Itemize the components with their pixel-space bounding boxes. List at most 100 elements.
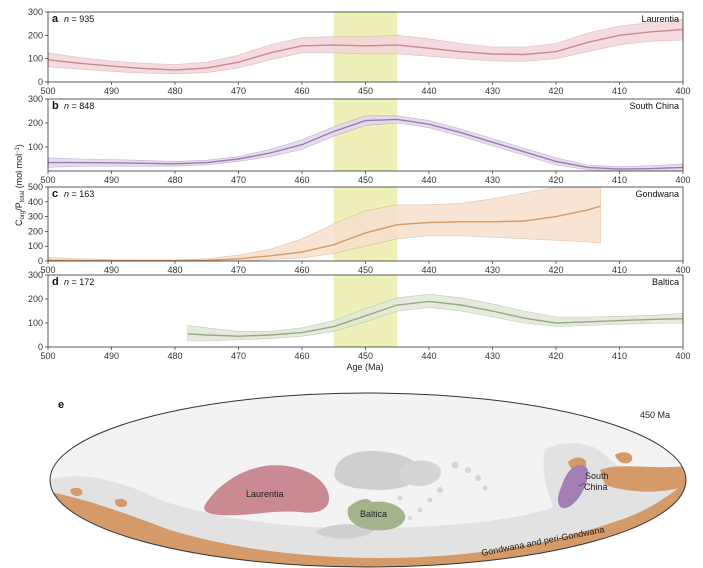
x-tick-label: 460 xyxy=(294,351,309,361)
x-tick-label: 430 xyxy=(485,86,500,96)
y-tick-label: 100 xyxy=(28,241,43,251)
panel-d: 500 490 480 470 460 450 440 430 420 410 400 0 100 200… xyxy=(28,270,691,361)
y-tick-label: 100 xyxy=(28,318,43,328)
grey-landmass-south xyxy=(315,524,375,539)
x-tick-label: 480 xyxy=(167,265,182,275)
y-tick-label: 300 xyxy=(28,7,43,17)
x-tick-label: 470 xyxy=(231,175,246,185)
x-tick-label: 490 xyxy=(104,351,119,361)
panel-a: 500 490 480 470 460 450 440 430 420 410 400 0 100 200… xyxy=(28,7,691,96)
sample-count-symbol: n xyxy=(64,14,69,24)
median-line-b xyxy=(48,118,684,170)
x-tick-label: 440 xyxy=(421,86,436,96)
panel-b: 500 490 480 470 460 450 440 430 420 410 400 100 200 3… xyxy=(28,94,691,185)
x-tick-label: 420 xyxy=(548,86,563,96)
y-tick-label: 500 xyxy=(28,182,43,192)
sample-count-value: = 172 xyxy=(69,277,94,287)
y-tick-label: 0 xyxy=(38,77,43,87)
map-label-south-china-2: China xyxy=(584,482,608,492)
region-label-d: Baltica xyxy=(652,277,679,287)
x-tick-label: 410 xyxy=(612,86,627,96)
confidence-band-d xyxy=(187,293,684,342)
sample-count-b: n = 848 xyxy=(64,101,94,111)
y-tick-label: 300 xyxy=(28,212,43,222)
sample-count-symbol: n xyxy=(64,277,69,287)
map-label-south-china-1: South xyxy=(585,471,609,481)
panel-c: 500 490 480 470 460 450 440 430 420 410 400 0 100 200… xyxy=(28,182,691,275)
map-label-baltica: Baltica xyxy=(360,509,387,519)
x-tick-label: 450 xyxy=(358,351,373,361)
x-tick-label: 460 xyxy=(294,265,309,275)
y-tick-label: 100 xyxy=(28,54,43,64)
x-tick-label: 480 xyxy=(167,351,182,361)
x-tick-label: 400 xyxy=(675,86,690,96)
gondwana-island-4 xyxy=(114,498,128,508)
globe-outline xyxy=(49,392,687,568)
median-line-a xyxy=(47,28,684,71)
x-tick-label: 410 xyxy=(612,351,627,361)
charts-area: 500 490 480 470 460 450 440 430 420 410 400 0 100 200… xyxy=(28,7,691,361)
panel-label-e: e xyxy=(58,399,64,411)
y-tick-label: 200 xyxy=(28,118,43,128)
sample-count-value: = 848 xyxy=(69,101,94,111)
south-china-leader-line xyxy=(577,482,586,487)
gondwana-northeast-lobe xyxy=(600,466,686,492)
sample-count-a: n = 935 xyxy=(64,14,94,24)
y-tick-label: 0 xyxy=(38,256,43,266)
panel-label-b: b xyxy=(52,100,59,112)
x-tick-label: 450 xyxy=(358,175,373,185)
paleogeographic-map: e 450 Ma xyxy=(49,392,687,568)
x-tick-label: 400 xyxy=(675,175,690,185)
sample-count-symbol: n xyxy=(64,101,69,111)
x-tick-label: 420 xyxy=(548,265,563,275)
baltica-landmass xyxy=(347,499,406,531)
x-tick-label: 500 xyxy=(40,86,55,96)
map-age-label: 450 Ma xyxy=(640,410,670,420)
x-tick-label: 470 xyxy=(231,86,246,96)
x-tick-label: 430 xyxy=(485,265,500,275)
x-tick-label: 440 xyxy=(421,265,436,275)
y-tick-label: 300 xyxy=(28,94,43,104)
x-tick-label: 490 xyxy=(104,265,119,275)
x-tick-label: 400 xyxy=(675,265,690,275)
sample-count-value: = 163 xyxy=(69,189,94,199)
gondwana-island-3 xyxy=(70,487,83,497)
x-tick-label: 460 xyxy=(294,175,309,185)
panel-label-d: d xyxy=(52,276,59,288)
x-tick-label: 430 xyxy=(485,175,500,185)
y-axis-title: Corg/Ptotal (mol mol−1) xyxy=(14,144,26,226)
sample-count-d: n = 172 xyxy=(64,277,94,287)
sample-count-value: = 935 xyxy=(69,14,94,24)
sample-count-c: n = 163 xyxy=(64,189,94,199)
region-label-a: Laurentia xyxy=(641,14,679,24)
y-tick-label: 100 xyxy=(28,142,43,152)
y-tick-label: 200 xyxy=(28,30,43,40)
x-tick-label: 490 xyxy=(104,86,119,96)
siberia-landmass xyxy=(334,450,420,490)
x-axis-title: Age (Ma) xyxy=(346,362,383,372)
x-tick-label: 450 xyxy=(358,86,373,96)
south-china-landmass xyxy=(558,465,589,509)
x-tick-label: 420 xyxy=(548,351,563,361)
x-tick-label: 470 xyxy=(231,351,246,361)
x-tick-label: 440 xyxy=(421,175,436,185)
x-tick-label: 430 xyxy=(485,351,500,361)
y-tick-label: 400 xyxy=(28,197,43,207)
gondwana-island-2 xyxy=(615,452,633,464)
x-tick-label: 460 xyxy=(294,86,309,96)
panel-label-a: a xyxy=(52,13,59,25)
median-line-d xyxy=(187,300,684,337)
highlight-band xyxy=(333,99,398,171)
y-tick-label: 300 xyxy=(28,270,43,280)
region-label-c: Gondwana xyxy=(635,189,679,199)
x-tick-label: 500 xyxy=(40,351,55,361)
map-label-laurentia: Laurentia xyxy=(246,489,284,499)
confidence-band-c xyxy=(47,186,601,262)
x-tick-label: 410 xyxy=(612,265,627,275)
grey-island-arc xyxy=(397,461,488,520)
x-tick-label: 450 xyxy=(358,265,373,275)
y-tick-label: 200 xyxy=(28,226,43,236)
x-tick-label: 500 xyxy=(40,265,55,275)
panel-label-c: c xyxy=(52,188,58,200)
